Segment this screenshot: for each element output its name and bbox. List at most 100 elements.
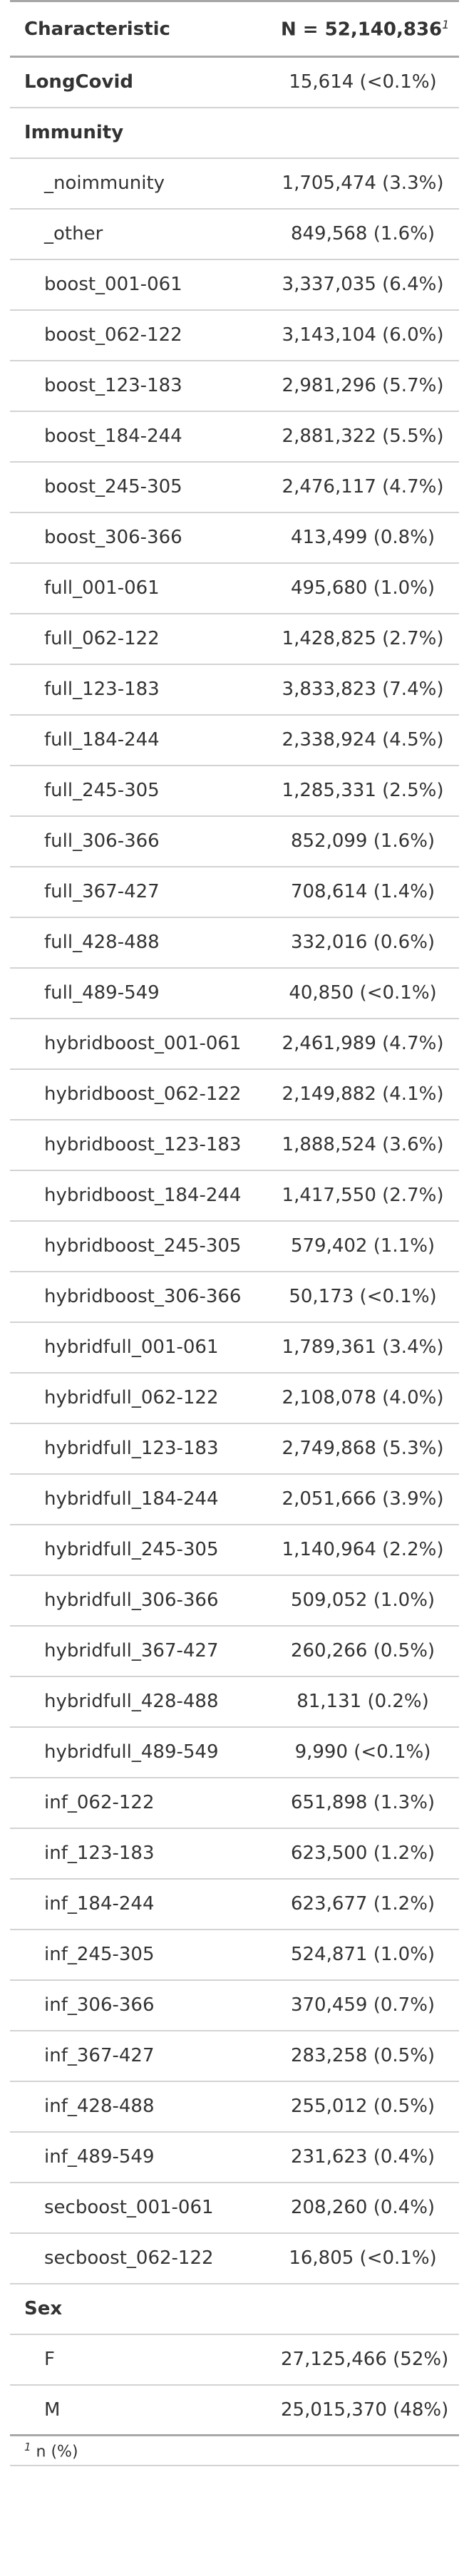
row-label: full_367-427 bbox=[10, 866, 267, 918]
row-label: boost_184-244 bbox=[10, 411, 267, 463]
row-label: inf_062-122 bbox=[10, 1777, 267, 1829]
row-label: boost_001-061 bbox=[10, 259, 267, 311]
row-value: 2,461,989 (4.7%) bbox=[267, 1018, 459, 1070]
table-row: boost_245-305 2,476,117 (4.7%) bbox=[10, 461, 459, 513]
row-label: inf_306-366 bbox=[10, 1979, 267, 2031]
row-value bbox=[267, 2283, 459, 2335]
row-label: hybridfull_245-305 bbox=[10, 1524, 267, 1576]
table-row: LongCovid 15,614 (<0.1%) bbox=[10, 56, 459, 108]
row-label: boost_123-183 bbox=[10, 360, 267, 412]
table-row: inf_428-488 255,012 (0.5%) bbox=[10, 2081, 459, 2133]
row-value: 16,805 (<0.1%) bbox=[267, 2232, 459, 2284]
row-label: hybridboost_306-366 bbox=[10, 1271, 267, 1323]
table-row: secboost_001-061 208,260 (0.4%) bbox=[10, 2182, 459, 2234]
row-value: 255,012 (0.5%) bbox=[267, 2081, 459, 2133]
row-value: 3,143,104 (6.0%) bbox=[267, 309, 459, 361]
row-label: full_306-366 bbox=[10, 815, 267, 867]
row-value: 2,749,868 (5.3%) bbox=[267, 1423, 459, 1475]
row-label: inf_428-488 bbox=[10, 2081, 267, 2133]
row-label: full_001-061 bbox=[10, 562, 267, 614]
row-value: 852,099 (1.6%) bbox=[267, 815, 459, 867]
row-label: boost_306-366 bbox=[10, 512, 267, 564]
row-value: 1,285,331 (2.5%) bbox=[267, 765, 459, 817]
n-total-label: N = 52,140,836 bbox=[281, 19, 443, 41]
footnote-marker: 1 bbox=[24, 2441, 31, 2453]
row-label: hybridfull_367-427 bbox=[10, 1625, 267, 1677]
row-label: hybridboost_123-183 bbox=[10, 1119, 267, 1171]
table-row: full_245-305 1,285,331 (2.5%) bbox=[10, 765, 459, 817]
row-label: inf_123-183 bbox=[10, 1828, 267, 1880]
table-row: hybridfull_428-488 81,131 (0.2%) bbox=[10, 1676, 459, 1728]
row-label: hybridboost_245-305 bbox=[10, 1220, 267, 1272]
table-row: inf_123-183 623,500 (1.2%) bbox=[10, 1828, 459, 1880]
table-row: secboost_062-122 16,805 (<0.1%) bbox=[10, 2232, 459, 2284]
row-value: 579,402 (1.1%) bbox=[267, 1220, 459, 1272]
table-row: hybridfull_367-427 260,266 (0.5%) bbox=[10, 1625, 459, 1677]
table-row: hybridfull_184-244 2,051,666 (3.9%) bbox=[10, 1473, 459, 1525]
table-row: full_062-122 1,428,825 (2.7%) bbox=[10, 613, 459, 665]
row-value: 2,881,322 (5.5%) bbox=[267, 411, 459, 463]
n-column-header: N = 52,140,8361 bbox=[267, 0, 459, 58]
row-label: full_428-488 bbox=[10, 917, 267, 969]
footnote-text: n (%) bbox=[31, 2443, 78, 2461]
table-row: F 27,125,466 (52%) bbox=[10, 2334, 459, 2386]
row-value: 1,705,474 (3.3%) bbox=[267, 158, 459, 210]
row-value: 1,417,550 (2.7%) bbox=[267, 1170, 459, 1222]
row-value: 1,140,964 (2.2%) bbox=[267, 1524, 459, 1576]
table-header: Characteristic N = 52,140,8361 bbox=[10, 0, 459, 58]
table-row: full_489-549 40,850 (<0.1%) bbox=[10, 967, 459, 1019]
row-label: hybridfull_123-183 bbox=[10, 1423, 267, 1475]
row-label: secboost_001-061 bbox=[10, 2182, 267, 2234]
row-label: hybridfull_184-244 bbox=[10, 1473, 267, 1525]
row-value: 2,108,078 (4.0%) bbox=[267, 1372, 459, 1424]
row-label: inf_245-305 bbox=[10, 1929, 267, 1981]
row-label: inf_184-244 bbox=[10, 1878, 267, 1930]
row-value: 2,476,117 (4.7%) bbox=[267, 461, 459, 513]
header-row: Characteristic N = 52,140,8361 bbox=[10, 0, 459, 58]
row-value: 1,888,524 (3.6%) bbox=[267, 1119, 459, 1171]
row-value: 623,500 (1.2%) bbox=[267, 1828, 459, 1880]
row-value: 495,680 (1.0%) bbox=[267, 562, 459, 614]
table-row: hybridfull_001-061 1,789,361 (3.4%) bbox=[10, 1322, 459, 1374]
row-label: LongCovid bbox=[10, 56, 267, 108]
row-value: 231,623 (0.4%) bbox=[267, 2131, 459, 2183]
row-label: inf_489-549 bbox=[10, 2131, 267, 2183]
table-row: hybridboost_062-122 2,149,882 (4.1%) bbox=[10, 1068, 459, 1120]
row-label: full_184-244 bbox=[10, 714, 267, 766]
row-label: hybridboost_062-122 bbox=[10, 1068, 267, 1120]
row-value: 1,428,825 (2.7%) bbox=[267, 613, 459, 665]
table-row: boost_001-061 3,337,035 (6.4%) bbox=[10, 259, 459, 311]
table-row: boost_306-366 413,499 (0.8%) bbox=[10, 512, 459, 564]
row-label: hybridfull_001-061 bbox=[10, 1322, 267, 1374]
row-value: 2,981,296 (5.7%) bbox=[267, 360, 459, 412]
row-value: 27,125,466 (52%) bbox=[267, 2334, 459, 2386]
n-footnote-marker: 1 bbox=[442, 17, 450, 31]
row-value: 40,850 (<0.1%) bbox=[267, 967, 459, 1019]
table-row: inf_245-305 524,871 (1.0%) bbox=[10, 1929, 459, 1981]
row-label: full_062-122 bbox=[10, 613, 267, 665]
table-row: inf_489-549 231,623 (0.4%) bbox=[10, 2131, 459, 2183]
row-value: 50,173 (<0.1%) bbox=[267, 1271, 459, 1323]
row-value: 15,614 (<0.1%) bbox=[267, 56, 459, 108]
row-value: 524,871 (1.0%) bbox=[267, 1929, 459, 1981]
row-label: M bbox=[10, 2384, 267, 2436]
summary-table: Characteristic N = 52,140,8361 LongCovid… bbox=[10, 0, 459, 2436]
row-label: hybridfull_489-549 bbox=[10, 1726, 267, 1778]
row-label: inf_367-427 bbox=[10, 2030, 267, 2082]
row-value: 413,499 (0.8%) bbox=[267, 512, 459, 564]
table-row: boost_123-183 2,981,296 (5.7%) bbox=[10, 360, 459, 412]
table-row: full_001-061 495,680 (1.0%) bbox=[10, 562, 459, 614]
row-value: 208,260 (0.4%) bbox=[267, 2182, 459, 2234]
row-label: boost_245-305 bbox=[10, 461, 267, 513]
table-row: inf_184-244 623,677 (1.2%) bbox=[10, 1878, 459, 1930]
table-row: hybridfull_062-122 2,108,078 (4.0%) bbox=[10, 1372, 459, 1424]
table-row: full_367-427 708,614 (1.4%) bbox=[10, 866, 459, 918]
row-label: Immunity bbox=[10, 107, 267, 159]
row-value bbox=[267, 107, 459, 159]
table-row: hybridboost_001-061 2,461,989 (4.7%) bbox=[10, 1018, 459, 1070]
row-label: hybridboost_001-061 bbox=[10, 1018, 267, 1070]
table-row: M 25,015,370 (48%) bbox=[10, 2384, 459, 2436]
table-row: hybridfull_245-305 1,140,964 (2.2%) bbox=[10, 1524, 459, 1576]
table-row: hybridboost_184-244 1,417,550 (2.7%) bbox=[10, 1170, 459, 1222]
row-value: 25,015,370 (48%) bbox=[267, 2384, 459, 2436]
